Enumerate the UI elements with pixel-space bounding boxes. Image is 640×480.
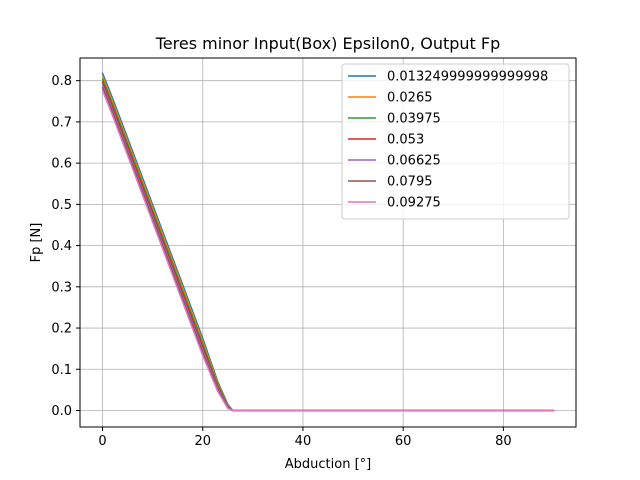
y-tick-label: 0.1: [51, 363, 72, 378]
y-tick-label: 0.8: [51, 74, 72, 89]
legend: 0.013249999999999998 0.0265 0.03975 0.053 0.…: [341, 63, 570, 220]
y-tick-label: 0.7: [51, 115, 72, 130]
y-tick-label: 0.2: [51, 322, 72, 337]
y-tick-label: 0.3: [51, 280, 72, 295]
x-tick-label: 60: [395, 434, 412, 449]
legend-label-3: 0.03975: [387, 112, 441, 127]
y-tick-label: 0.6: [51, 157, 72, 172]
legend-label-1: 0.013249999999999998: [387, 70, 548, 85]
axis-ticks: 0 20 40 60 80 0.0 0.1 0.2 0.3 0.4 0.5 0.6 0.7 0.8: [51, 74, 511, 449]
legend-label-5: 0.06625: [387, 154, 441, 169]
legend-label-2: 0.0265: [387, 91, 433, 106]
y-tick-label: 0.5: [51, 198, 72, 213]
y-tick-label: 0.4: [51, 239, 72, 254]
chart-title: Teres minor Input(Box) Epsilon0, Output …: [155, 34, 501, 53]
legend-box: [341, 63, 570, 220]
legend-label-7: 0.09275: [387, 196, 441, 211]
x-tick-label: 80: [495, 434, 512, 449]
series-line-7: [101, 89, 555, 412]
legend-label-6: 0.0795: [387, 175, 433, 190]
x-tick-label: 40: [295, 434, 312, 449]
plot-area-frame: [79, 57, 577, 428]
y-axis-label: Fp [N]: [29, 223, 44, 263]
x-tick-label: 0: [98, 434, 106, 449]
y-tick-label: 0.0: [51, 404, 72, 419]
x-axis-label: Abduction [°]: [285, 457, 371, 472]
data-series: [101, 72, 555, 412]
legend-label-4: 0.053: [387, 133, 424, 148]
x-tick-label: 20: [194, 434, 211, 449]
